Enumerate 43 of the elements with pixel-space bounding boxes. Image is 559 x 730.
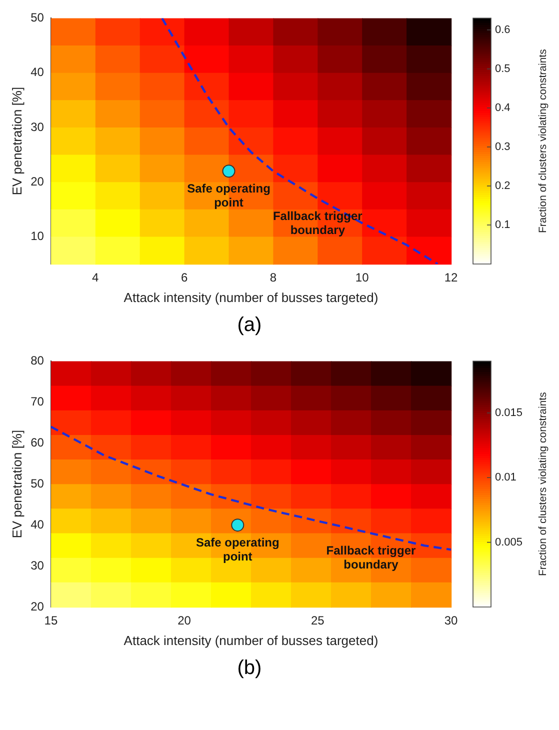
y-tick-label: 40 [30,517,44,532]
annotation: Safe operating point [187,181,270,210]
x-tick-label: 15 [44,614,58,628]
y-tick-label: 60 [30,435,44,450]
annotation: Safe operating point [196,535,280,564]
text: (a) [236,314,263,337]
x-axis-title: Attack intensity (number of busses targeted) [124,632,378,648]
y-tick-label: 20 [30,599,44,614]
annotation: Fallback trigger boundary [272,208,363,237]
y-axis-title: EV penetration [%] [9,86,24,196]
y-axis-title: EV penetration [%] [9,430,24,538]
x-tick-label: 10 [355,270,370,285]
color-bar-label: 0.2 [495,180,510,192]
y-tick-label: 70 [30,394,44,408]
x-axis-title: Attack intensity (number of busses targeted) [124,290,378,305]
y-tick-label: 30 [30,558,44,572]
x-tick-label: 6 [180,270,188,285]
x-tick-label: 8 [270,270,277,285]
color-bar-label: 0.5 [495,62,510,75]
color-bar-title: Fraction of clusters violating constraints [536,49,549,234]
x-tick-label: 4 [92,270,100,285]
y-tick-label: 80 [30,354,44,368]
x-tick-label: 12 [444,270,458,285]
color-bar-label: 0.4 [495,102,510,114]
color-bar-label: 0.1 [495,219,510,232]
y-tick-label: 20 [30,174,44,188]
color-bar-label: 0.01 [495,472,516,484]
x-tick-label: 25 [310,614,325,628]
annotation: Fallback trigger boundary [326,544,416,572]
y-tick-label: 50 [30,476,44,490]
color-bar-label: 0.3 [495,140,510,153]
line-series [160,18,439,264]
y-tick-label: 50 [30,10,44,25]
y-tick-label: 30 [30,120,44,134]
y-tick-label: 10 [30,229,44,243]
y-tick-label: 40 [30,65,44,80]
color-bar-label: 0.005 [495,536,523,548]
x-tick-label: 20 [178,614,192,628]
color-bar-label: 0.6 [495,24,510,36]
text: (b) [236,657,263,680]
color-bar-label: 0.015 [495,406,523,419]
x-tick-label: 30 [444,614,458,628]
color-bar-title: Fraction of clusters violating constraints [536,392,549,576]
